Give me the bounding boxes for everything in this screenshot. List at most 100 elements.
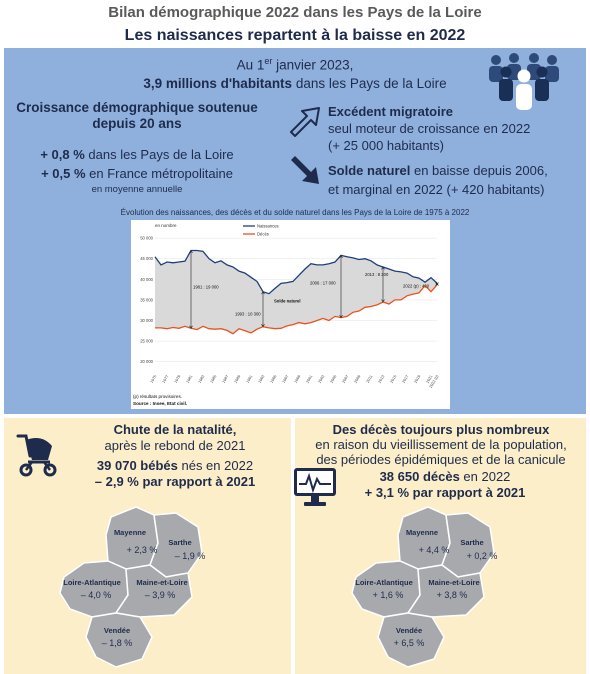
chart-x-tick-label: 2013 — [378, 375, 386, 384]
population-total: 3,9 millions d'habitants — [143, 75, 293, 91]
migration-title: Excédent migratoire — [328, 104, 453, 119]
chart-arrow-head — [435, 282, 439, 286]
chart-annotation-label: 2013 : 8 200 — [365, 272, 389, 277]
chart-y-tick-label: 45 000 — [140, 256, 153, 261]
births-mayenne-value: + 2,3 % — [127, 545, 158, 555]
stroller-icon — [16, 434, 57, 477]
deaths-mayenne-value: + 4,4 % — [419, 545, 450, 555]
births-maine-et-loire-value: – 3,9 % — [145, 590, 176, 600]
births-sarthe-value: – 1,9 % — [175, 551, 206, 561]
legend-births-label: Naissances — [257, 224, 279, 229]
chart-x-tick-label: 2007 — [342, 375, 350, 384]
arrow-up-right-icon — [290, 107, 320, 137]
chart-x-tick-label: 2021 — [426, 375, 434, 384]
chart-x-tick-label: 2015 — [390, 375, 398, 384]
map-vendee — [85, 612, 153, 668]
chart-annotation-label: 2022 (p) : 420 — [403, 284, 430, 289]
growth-title: Croissance démographique soutenue depuis… — [16, 100, 258, 131]
deaths-loire-atlantique-value: + 1,6 % — [373, 590, 404, 600]
chart-x-tick-label: 2011 — [366, 375, 374, 384]
natural-balance-area — [155, 250, 437, 334]
deaths-count: 38 650 décès — [379, 469, 460, 484]
chart-x-tick-label: 1975 — [150, 375, 158, 384]
chart-arrow-head — [381, 266, 385, 270]
chart-y-tick-label: 25 000 — [140, 339, 153, 344]
births-loire-atlantique-value: – 4,0 % — [81, 590, 112, 600]
chart-caption: Évolution des naissances, des décès et d… — [120, 208, 470, 217]
chart-arrow-head — [261, 291, 265, 295]
heart-monitor-icon — [294, 468, 336, 506]
births-heading: Chute de la natalité, après le rebond de… — [104, 422, 246, 453]
map-mayenne — [105, 506, 159, 570]
chart-arrow-head — [381, 299, 385, 303]
average-note: en moyenne annuelle — [91, 184, 183, 195]
deaths-series-line — [155, 284, 438, 335]
chart-x-tick-label: 1979 — [174, 375, 182, 384]
births-map: Mayenne + 2,3 % Sarthe – 1,9 % Loire-Atl… — [59, 506, 206, 668]
map-vendee — [377, 612, 445, 668]
chart-x-tick-label: 2019 — [414, 375, 422, 384]
people-group-icon — [489, 53, 559, 110]
births-loire-atlantique-name: Loire-Atlantique — [63, 578, 121, 587]
deaths-heading: Des décès toujours plus nombreux en rais… — [315, 422, 567, 467]
deaths-sarthe-value: + 0,2 % — [467, 551, 498, 561]
arrow-down-right-icon — [291, 156, 319, 184]
france-growth-value: + 0,5 % — [41, 166, 86, 181]
deaths-vendee-name: Vendée — [396, 626, 422, 635]
births-stats: 39 070 bébés nés en 2022 – 2,9 % par rap… — [94, 458, 256, 489]
natural-balance-title: Solde naturel — [328, 163, 411, 178]
population-intro: Au 1er janvier 2023, 3,9 millions d'habi… — [143, 56, 447, 91]
births-sarthe-name: Sarthe — [168, 538, 191, 547]
infographic-subtitle: Les naissances repartent à la baisse en … — [124, 27, 466, 44]
chart-arrow-head — [261, 324, 265, 328]
births-series-line — [154, 249, 438, 295]
chart-arrow-head — [435, 282, 439, 286]
chart-x-tick-label: 1977 — [162, 375, 170, 384]
chart-x-tick-label: 2017 — [402, 375, 410, 384]
growth-stats: + 0,8 % dans les Pays de la Loire + 0,5 … — [8, 145, 266, 197]
chart-annotation-label: 1993 : 10 300 — [235, 312, 261, 317]
chart-y-tick-label: 20 000 — [140, 359, 153, 364]
chart-arrow-head — [189, 325, 193, 329]
chart-annotation-label: 1981 : 19 000 — [193, 284, 219, 289]
chart-footnote-source: Source : Insee, Etat civil. — [133, 401, 187, 406]
map-maine-et-loire — [114, 564, 193, 618]
chart-annotation-label: Solde naturel — [274, 298, 301, 303]
chart-x-tick-label: 1995 — [270, 375, 278, 384]
chart-x-tick-label: 1997 — [282, 375, 290, 384]
chart-x-tick-label: 1993 — [258, 375, 266, 384]
chart-x-tick-label: 2003 — [318, 375, 326, 384]
chart-arrow-head — [339, 254, 343, 259]
chart-x-tick-label: 1981 — [186, 375, 194, 384]
chart-x-tick-label: 1987 — [222, 375, 230, 384]
chart-x-tick-label: 2001 — [306, 375, 314, 384]
deaths-map: Mayenne + 4,4 % Sarthe + 0,2 % Loire-Atl… — [351, 506, 498, 668]
chart-x-tick-label: 1999 — [294, 375, 302, 384]
chart-unit-label: en nombre — [155, 223, 177, 228]
map-maine-et-loire — [406, 564, 485, 618]
chart-x-tick-label: 2005 — [330, 375, 338, 384]
migration-block: Excédent migratoire seul moteur de crois… — [328, 104, 531, 153]
births-maine-et-loire-name: Maine-et-Loire — [136, 578, 187, 587]
chart-x-tick-label: 1985 — [210, 375, 218, 384]
deaths-maine-et-loire-name: Maine-et-Loire — [428, 578, 479, 587]
chart-y-tick-label: 40 000 — [140, 277, 153, 282]
natural-balance-block: Solde naturel en baisse depuis 2006, et … — [328, 163, 548, 197]
chart-x-tick-label: 2009 — [354, 375, 362, 384]
chart-y-tick-label: 35 000 — [140, 297, 153, 302]
chart-x-tick-label: 1989 — [234, 375, 242, 384]
chart-arrow-head — [189, 249, 193, 254]
deaths-mayenne-name: Mayenne — [406, 528, 438, 537]
deaths-sarthe-name: Sarthe — [460, 538, 483, 547]
deaths-vendee-value: + 6,5 % — [394, 638, 425, 648]
pdl-growth-value: + 0,8 % — [40, 147, 85, 162]
chart-y-tick-label: 30 000 — [140, 318, 153, 323]
births-mayenne-name: Mayenne — [114, 528, 146, 537]
legend-deaths-label: Décès — [257, 232, 269, 237]
births-vendee-value: – 1,8 % — [102, 638, 133, 648]
births-deaths-chart: en nombre 50 000 45 000 40 000 35 000 30 000 2… — [131, 220, 450, 409]
chart-x-tick-label: 1991 — [246, 375, 254, 384]
deaths-maine-et-loire-value: + 3,8 % — [437, 590, 468, 600]
chart-arrow-head — [339, 314, 343, 319]
map-loire-atlantique — [351, 560, 421, 618]
